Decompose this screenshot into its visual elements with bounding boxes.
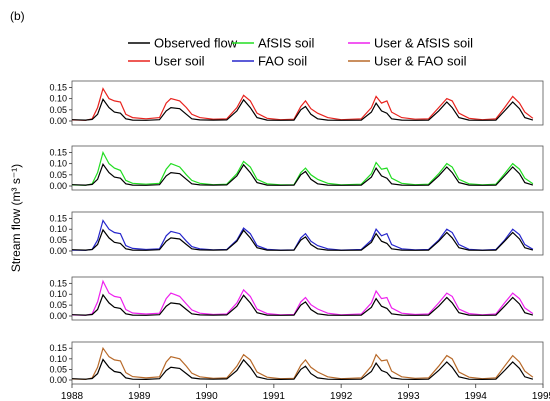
panel-1: 0.000.050.10 0.15: [49, 145, 544, 191]
y-tick-label-1-0.10: 0.10: [49, 159, 67, 169]
y-tick-label-2-0.15: 0.15: [49, 213, 67, 223]
x-tick-label-1992: 1992: [330, 391, 353, 401]
y-tick-label-2-0.05: 0.05: [49, 235, 67, 245]
panel-frame-1: [71, 145, 544, 191]
chart-panels: 0.000.050.100.150.000.050.100.150.000.05…: [49, 80, 544, 385]
x-tick-label-1989: 1989: [128, 391, 151, 401]
legend-label-0: Observed flow: [154, 36, 238, 51]
y-axis-label: Stream flow (m³ s⁻¹): [9, 164, 23, 272]
panel-frame-4: [71, 341, 544, 385]
series-4-modeled: [71, 346, 534, 381]
series-2-modeled: [71, 219, 534, 251]
x-tick-label-1994: 1994: [465, 391, 488, 401]
legend-label-4: User & AfSIS soil: [374, 36, 473, 51]
y-tick-label-0-0.15: 0.15: [49, 82, 67, 92]
x-tick-label-1988: 1988: [61, 391, 84, 401]
panel-3: 0.000.050.100.15: [49, 276, 544, 321]
series-1-modeled: [71, 150, 534, 186]
y-tick-label-3-0.05: 0.05: [49, 300, 67, 310]
legend: Observed flow User soil AfSIS soil FAO soil…: [128, 36, 473, 69]
series-2-observed: [71, 228, 534, 251]
x-tick-label-1995: 1995: [532, 391, 550, 401]
y-tick-label-1-0.15: 0.15: [49, 147, 67, 157]
series-0-modeled: [71, 87, 534, 121]
series-3-observed: [71, 293, 534, 316]
series-4-observed: [71, 358, 534, 381]
y-tick-label-2-0.10: 0.10: [49, 224, 67, 234]
y-tick-label-3-0.15: 0.15: [49, 278, 67, 288]
y-tick-label-1-0.00: 0.00: [49, 181, 67, 191]
y-tick-label-2-0.00: 0.00: [49, 246, 67, 256]
legend-label-3: FAO soil: [258, 54, 307, 69]
y-tick-label-4-0.15: 0.15: [49, 343, 67, 353]
y-tick-label-4-0.00: 0.00: [49, 375, 67, 385]
y-tick-label-1-0.05: 0.05: [49, 170, 67, 180]
legend-label-2: AfSIS soil: [258, 36, 314, 51]
x-axis: 1988 1989 1990 1991 1992 1993 1994 1995: [61, 384, 550, 401]
series-1-observed: [71, 163, 534, 186]
y-tick-label-0-0.05: 0.05: [49, 105, 67, 115]
y-tick-label-4-0.05: 0.05: [49, 364, 67, 374]
panel-frame-3: [71, 276, 544, 321]
panel-0: 0.000.050.10 0.15: [49, 80, 544, 126]
legend-label-5: User & FAO soil: [374, 54, 467, 69]
panel-2: 0.000.050.100.15: [49, 211, 544, 256]
panel-4: 0.000.050.100.15: [49, 341, 544, 385]
y-tick-label-0-0.00: 0.00: [49, 116, 67, 126]
panel-frame-2: [71, 211, 544, 256]
panel-frame-0: [71, 80, 544, 126]
series-0-observed: [71, 98, 534, 121]
x-tick-label-1990: 1990: [195, 391, 218, 401]
legend-label-1: User soil: [154, 54, 205, 69]
y-tick-label-0-0.10: 0.10: [49, 94, 67, 104]
x-tick-label-1991: 1991: [263, 391, 286, 401]
y-tick-label-4-0.10: 0.10: [49, 354, 67, 364]
y-tick-label-3-0.10: 0.10: [49, 289, 67, 299]
panel-label: (b): [10, 9, 25, 23]
x-tick-label-1993: 1993: [397, 391, 420, 401]
y-tick-label-3-0.00: 0.00: [49, 311, 67, 321]
series-3-modeled: [71, 279, 534, 316]
